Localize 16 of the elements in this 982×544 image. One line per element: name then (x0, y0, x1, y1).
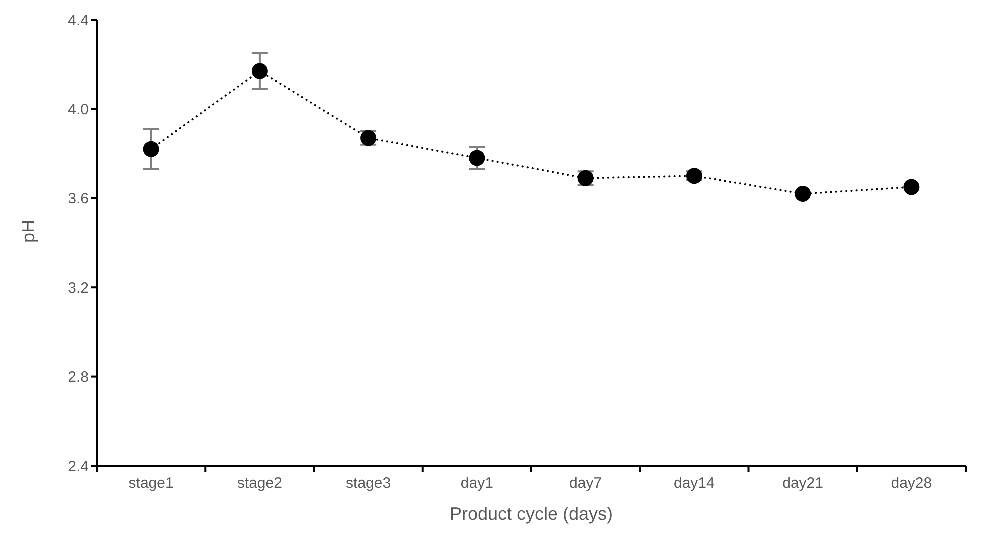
x-axis-title: Product cycle (days) (450, 504, 614, 524)
y-tick-label: 3.6 (68, 190, 89, 208)
y-tick-label: 2.4 (68, 458, 89, 476)
x-tick-label: day7 (570, 475, 602, 492)
y-tick-label: 2.8 (68, 369, 89, 386)
x-tick-label: stage1 (128, 475, 174, 492)
y-tick-label: 4.4 (68, 12, 89, 30)
y-tick-label: 3.2 (68, 280, 89, 297)
x-tick-label: stage2 (237, 475, 282, 492)
y-tick-label: 4.0 (68, 102, 89, 119)
x-tick-label: stage3 (346, 475, 392, 492)
x-tick-label: day14 (674, 475, 715, 492)
x-tick-label: day21 (782, 475, 824, 492)
x-tick-label: day28 (891, 475, 932, 492)
x-tick-label: day1 (460, 475, 494, 492)
y-axis-title: pH (18, 220, 38, 243)
